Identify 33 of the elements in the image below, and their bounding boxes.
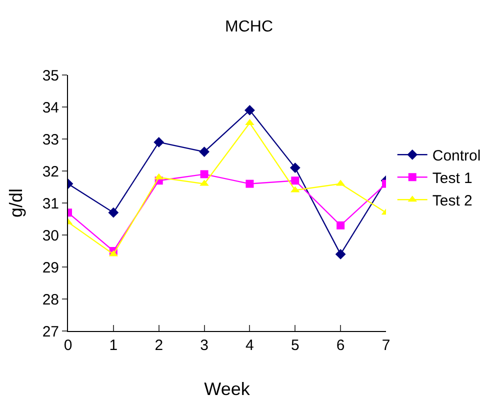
point (199, 146, 210, 157)
x-tick-label: 6 (336, 337, 345, 354)
x-tick-label: 3 (200, 337, 208, 354)
point (290, 162, 300, 173)
x-tick-label: 2 (154, 337, 164, 354)
x-tick-label: 5 (290, 337, 300, 354)
legend-label: Test 1 (432, 170, 472, 187)
x-tick-label: 4 (246, 337, 254, 354)
y-tick-label: 29 (42, 259, 59, 276)
point (246, 180, 254, 188)
chart-title: MCHC (225, 18, 273, 36)
point (154, 137, 164, 148)
x-axis-title: Week (204, 379, 251, 399)
y-tick-label: 33 (42, 131, 59, 148)
point (200, 170, 208, 178)
y-tick-label: 30 (42, 227, 59, 244)
x-tick-label: 7 (382, 337, 390, 354)
y-tick-label: 34 (42, 99, 59, 116)
point (336, 221, 345, 230)
y-tick-label: 31 (42, 195, 59, 212)
y-tick-label: 35 (42, 67, 59, 84)
legend-label: Control (432, 148, 481, 164)
x-tick-label: 0 (64, 337, 72, 354)
y-tick-label: 32 (42, 163, 59, 180)
y-tick-label: 28 (42, 291, 59, 308)
point (335, 249, 346, 260)
point (244, 105, 255, 116)
point (108, 207, 119, 218)
y-tick-label: 27 (42, 323, 59, 340)
legend-label: Test 2 (432, 192, 472, 210)
x-tick-label: 1 (109, 337, 118, 354)
y-axis-title: g/dl (6, 188, 26, 218)
point (291, 176, 300, 185)
